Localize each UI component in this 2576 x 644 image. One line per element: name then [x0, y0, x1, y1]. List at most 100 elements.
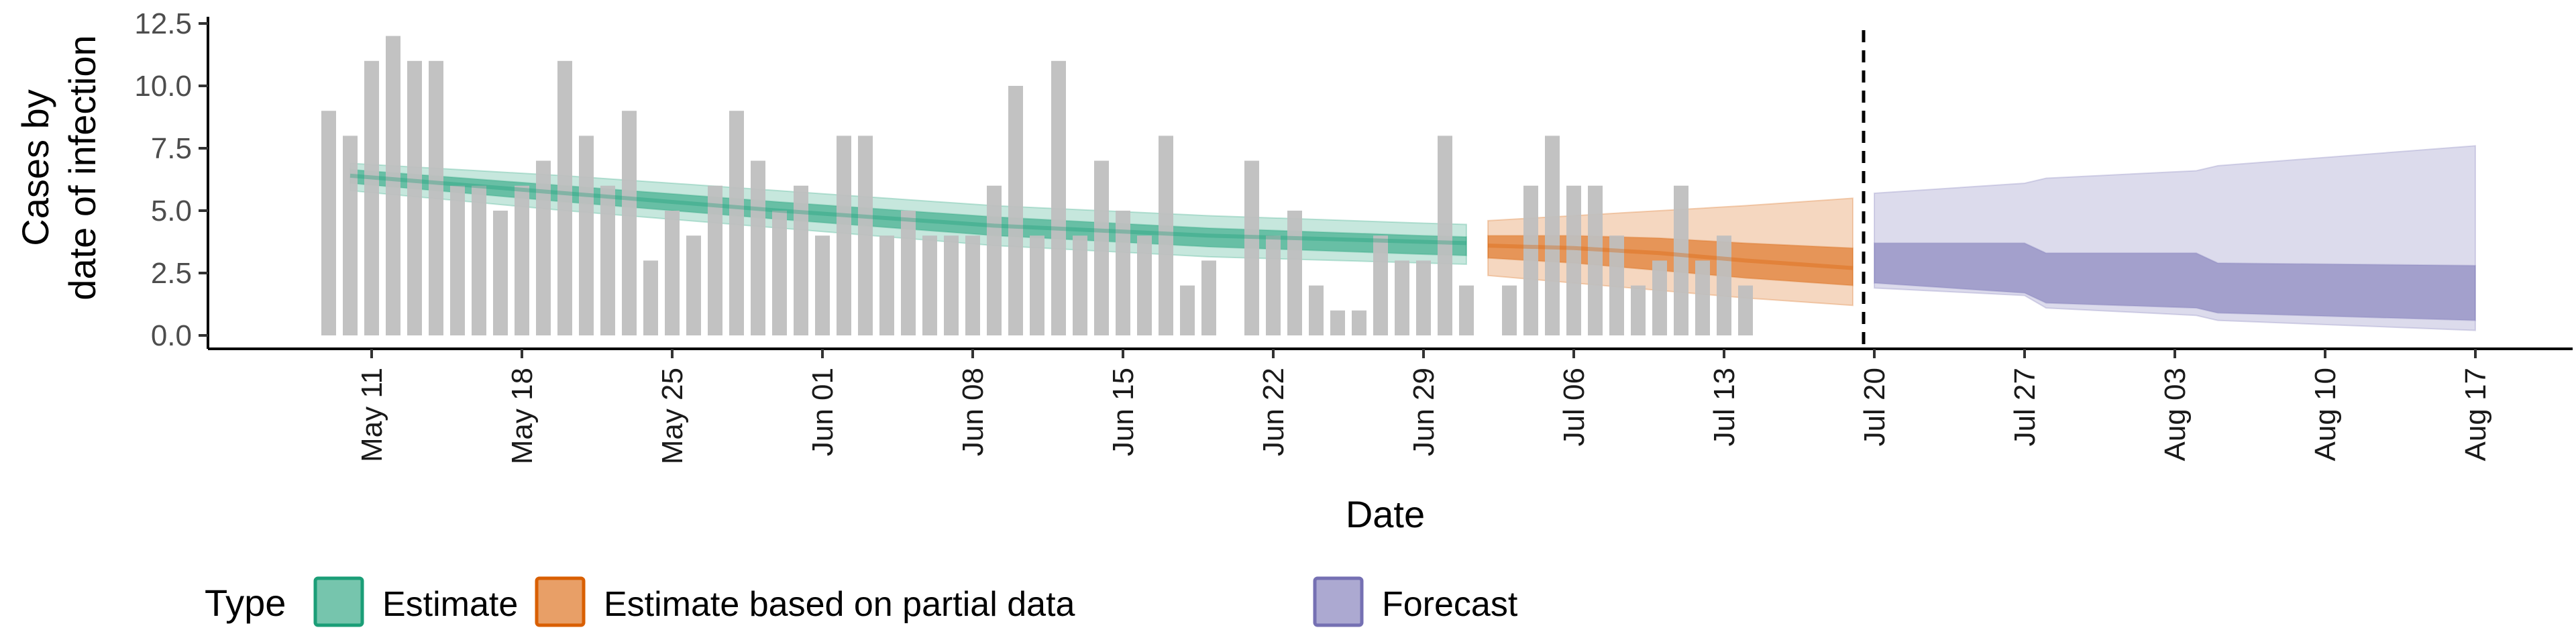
y-tick-label: 7.5	[151, 132, 192, 165]
bar	[901, 211, 916, 335]
bar	[837, 136, 851, 335]
bar	[515, 185, 529, 335]
median-layer	[350, 173, 1854, 270]
ribbon-50-2	[1874, 242, 2476, 321]
bar	[858, 136, 873, 335]
bar	[1266, 235, 1281, 335]
bar	[965, 235, 980, 335]
bar	[600, 185, 615, 335]
y-tick-label: 2.5	[151, 257, 192, 290]
bar	[987, 185, 1002, 335]
bar	[1459, 285, 1474, 335]
bar	[321, 111, 336, 335]
x-tick-label: Aug 17	[2459, 368, 2492, 461]
y-axis-title-line-1: Cases by	[14, 89, 56, 246]
legend-swatch	[313, 576, 364, 627]
x-tick-label: Jul 20	[1858, 368, 1891, 446]
bar	[1717, 235, 1731, 335]
bar	[579, 136, 594, 335]
x-axis-title: Date	[1346, 493, 1425, 535]
x-tick-label: Jul 27	[2008, 368, 2041, 446]
y-tick-label: 5.0	[151, 195, 192, 227]
x-tick-label: Jun 01	[806, 368, 839, 456]
bar	[1373, 235, 1388, 335]
bar	[1695, 260, 1710, 335]
bar	[1588, 185, 1603, 335]
legend-swatch	[1313, 576, 1364, 627]
legend: Type Estimate Estimate based on partial da…	[205, 576, 1518, 627]
x-tick-label: Jun 08	[957, 368, 989, 456]
bar	[1008, 86, 1023, 335]
bar	[665, 211, 680, 335]
bar	[493, 211, 508, 335]
x-tick-label: May 18	[506, 368, 539, 464]
x-tick-label: Jul 13	[1708, 368, 1741, 446]
bar	[1416, 260, 1431, 335]
bar	[472, 185, 486, 335]
bar	[557, 60, 572, 336]
bar	[1309, 285, 1324, 335]
legend-swatch	[535, 576, 586, 627]
legend-title: Type	[205, 582, 286, 624]
bar	[407, 60, 422, 336]
bar	[1330, 310, 1345, 335]
bar	[429, 60, 443, 336]
bar	[1094, 160, 1109, 335]
bar	[1545, 136, 1560, 335]
bar	[772, 211, 787, 335]
legend-label: Estimate based on partial data	[604, 585, 1075, 624]
legend-label: Forecast	[1382, 585, 1518, 624]
bar	[751, 160, 765, 335]
bar	[1566, 185, 1581, 335]
bar	[536, 160, 551, 335]
bar	[1609, 235, 1624, 335]
bar	[364, 60, 379, 336]
bar	[1244, 160, 1259, 335]
y-tick-label: 10.0	[134, 70, 192, 103]
bar	[1073, 235, 1087, 335]
y-axis-title-line-2: date of infection	[61, 35, 103, 300]
bar	[1395, 260, 1409, 335]
x-tick-label: Jun 15	[1107, 368, 1140, 456]
bar	[1137, 235, 1152, 335]
x-axis-ticks: May 11 May 18 May 25 Jun 01 Jun 08 Jun 15 Jun …	[356, 349, 2492, 464]
bar	[450, 185, 465, 335]
bar	[1502, 285, 1517, 335]
bar	[643, 260, 658, 335]
bar	[386, 36, 400, 335]
bar	[1652, 260, 1667, 335]
y-axis-ticks: 0.0 2.5 5.0 7.5 10.0 12.5	[134, 7, 208, 352]
bar	[1159, 136, 1173, 335]
bar	[1201, 260, 1216, 335]
y-tick-label: 0.0	[151, 319, 192, 352]
bar	[944, 235, 959, 335]
bar	[794, 185, 808, 335]
x-tick-label: Aug 03	[2159, 368, 2192, 461]
bar	[922, 235, 937, 335]
bar	[708, 185, 722, 335]
bar	[1674, 185, 1688, 335]
x-tick-label: Jun 22	[1257, 368, 1290, 456]
bar	[815, 235, 830, 335]
x-tick-label: May 11	[356, 368, 388, 462]
bar	[1116, 211, 1130, 335]
bar	[622, 111, 637, 335]
bar	[1523, 185, 1538, 335]
median-line-1	[1487, 244, 1854, 270]
bar	[1180, 285, 1195, 335]
bar	[879, 235, 894, 335]
bar	[343, 136, 358, 335]
bar-layer	[321, 36, 1753, 336]
bar	[686, 235, 701, 335]
x-tick-label: Aug 10	[2309, 368, 2342, 461]
bar	[729, 111, 744, 335]
median-line-0	[350, 173, 1467, 246]
bar	[1631, 285, 1646, 335]
bar	[1738, 285, 1753, 335]
y-tick-label: 12.5	[134, 7, 192, 40]
bar	[1051, 60, 1066, 336]
x-tick-label: Jul 06	[1558, 368, 1591, 446]
bar	[1352, 310, 1366, 335]
bar	[1030, 235, 1044, 335]
